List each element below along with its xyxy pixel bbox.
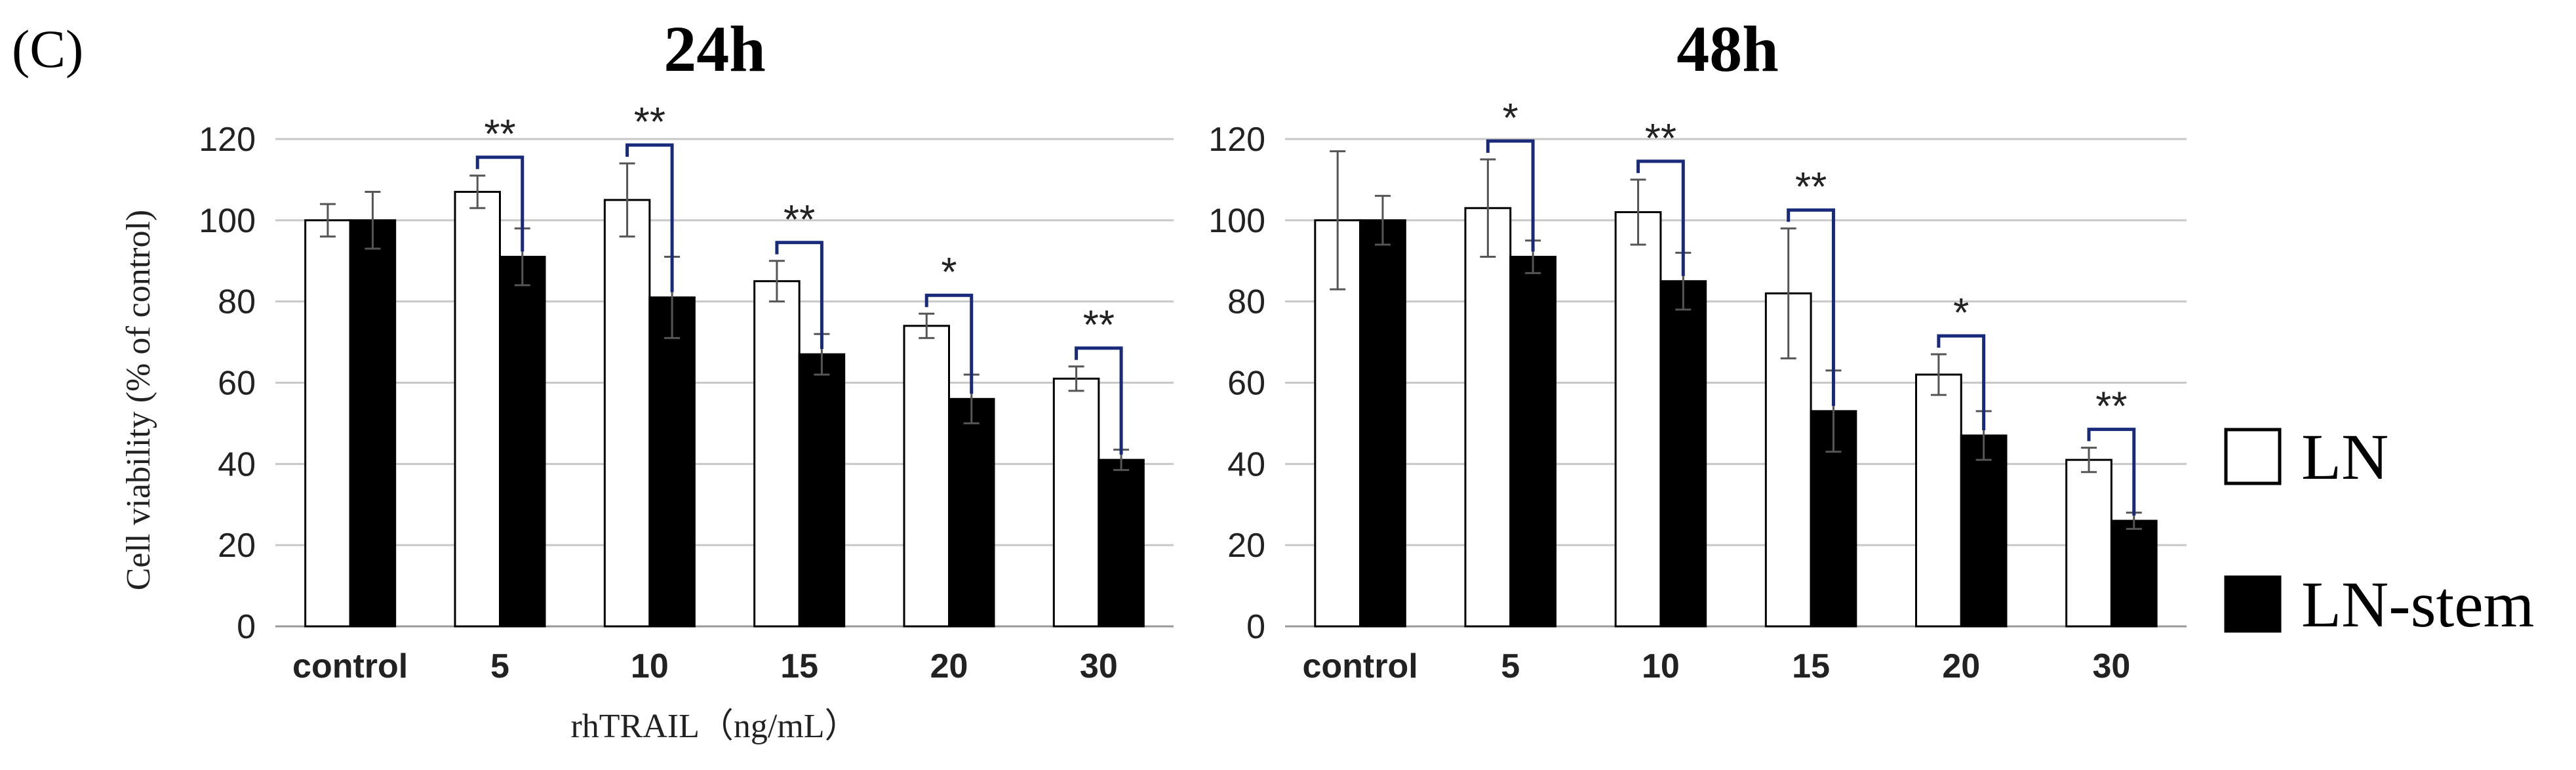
legend-label-ln-stem: LN-stem xyxy=(2301,568,2534,641)
x-tick-label: 30 xyxy=(1080,647,1118,685)
chart-24h: 24h 0 20 40 60 80 100 120 control 5 ** 10 ** 15 ** 20 * 3… xyxy=(199,12,1174,685)
panel-label: (C) xyxy=(12,19,83,79)
chart-title: 24h xyxy=(664,12,766,85)
error-bar-ln-stem xyxy=(365,190,381,250)
x-tick-label: 10 xyxy=(631,647,669,685)
significance-bracket xyxy=(1075,346,1123,455)
significance-bracket xyxy=(475,155,525,252)
bar-ln-stem xyxy=(2110,519,2158,628)
bar-ln-stem xyxy=(1509,256,1556,628)
significance-bracket xyxy=(1787,208,1835,406)
x-tick-label: 10 xyxy=(1642,647,1680,685)
error-bar-ln xyxy=(469,174,486,209)
bar-ln xyxy=(2065,458,2112,628)
error-bar-ln xyxy=(1780,227,1796,359)
x-tick-label: control xyxy=(292,647,408,685)
bar-ln xyxy=(1464,207,1512,628)
significance-marker: ** xyxy=(484,112,515,157)
significance-bracket xyxy=(2087,428,2136,516)
x-tick-label: 15 xyxy=(780,647,818,685)
y-tick-label: 40 xyxy=(218,445,256,483)
significance-bracket xyxy=(1636,159,1685,276)
legend-swatch-ln xyxy=(2224,428,2282,485)
bar-ln xyxy=(454,190,501,628)
significance-marker: ** xyxy=(783,197,815,243)
y-tick-label: 40 xyxy=(1227,445,1265,483)
bar-ln-stem xyxy=(1098,458,1145,628)
error-bar-ln xyxy=(619,162,635,238)
y-tick-label: 100 xyxy=(199,202,256,240)
bar-ln-stem xyxy=(948,397,995,628)
bar-ln-stem xyxy=(499,256,546,628)
y-tick-label: 0 xyxy=(1246,608,1265,646)
bar-ln xyxy=(1614,211,1662,628)
error-bar-ln xyxy=(1630,178,1646,246)
legend-swatch-ln-stem xyxy=(2224,575,2282,633)
error-bar-ln xyxy=(1068,365,1084,392)
y-tick-label: 120 xyxy=(199,121,256,159)
bar-ln-stem xyxy=(349,219,397,628)
significance-marker: ** xyxy=(1795,165,1827,210)
bar-ln xyxy=(603,199,651,628)
significance-marker: ** xyxy=(1645,116,1676,161)
y-tick-label: 0 xyxy=(237,608,256,646)
x-tick-label: 5 xyxy=(1501,647,1520,685)
legend: LN LN-stem xyxy=(2224,420,2534,641)
error-bar-ln xyxy=(1330,150,1346,291)
error-bar-ln xyxy=(1930,353,1947,396)
bar-ln-stem xyxy=(1659,280,1707,628)
x-tick-label: 20 xyxy=(930,647,968,685)
x-tick-label: 20 xyxy=(1942,647,1980,685)
significance-marker: ** xyxy=(1083,303,1115,348)
bar-ln xyxy=(1915,373,1962,628)
significance-bracket xyxy=(924,293,974,394)
y-tick-label: 80 xyxy=(218,283,256,321)
y-tick-label: 100 xyxy=(1208,202,1265,240)
x-axis-label: rhTRAIL（ng/mL） xyxy=(570,708,858,745)
bar-ln-stem xyxy=(798,353,846,628)
chart-48h: 48h 0 20 40 60 80 100 120 control 5 * 10 ** 15 ** 20 * 30… xyxy=(1208,12,2187,685)
significance-marker: * xyxy=(1953,291,1969,336)
significance-marker: ** xyxy=(634,100,665,145)
error-bar-ln-stem xyxy=(1374,195,1391,246)
x-tick-label: control xyxy=(1302,647,1417,685)
legend-label-ln: LN xyxy=(2301,420,2388,493)
bar-ln xyxy=(304,219,351,628)
y-tick-label: 20 xyxy=(218,527,256,565)
x-tick-label: 30 xyxy=(2092,647,2130,685)
bar-ln xyxy=(903,325,950,628)
bar-ln xyxy=(753,280,801,628)
y-tick-label: 120 xyxy=(1208,121,1265,159)
y-axis-label: Cell viability (% of control) xyxy=(120,210,157,591)
significance-marker: * xyxy=(1503,96,1518,141)
x-tick-label: 5 xyxy=(490,647,509,685)
chart-title: 48h xyxy=(1676,12,1779,85)
significance-marker: * xyxy=(941,250,957,295)
significance-bracket xyxy=(625,143,674,293)
bar-ln xyxy=(1052,377,1100,628)
error-bar-ln xyxy=(1480,158,1496,258)
error-bar-ln xyxy=(768,260,785,303)
error-bar-ln xyxy=(2081,447,2097,474)
error-bar-ln xyxy=(919,312,935,339)
bar-ln-stem xyxy=(1960,434,2008,628)
significance-bracket xyxy=(1937,334,1986,430)
y-tick-label: 60 xyxy=(218,365,256,403)
bar-ln-stem xyxy=(648,296,696,628)
significance-bracket xyxy=(1486,139,1535,252)
y-tick-label: 20 xyxy=(1227,527,1265,565)
significance-marker: ** xyxy=(2095,384,2127,430)
significance-bracket xyxy=(775,241,823,350)
bar-ln-stem xyxy=(1359,219,1406,628)
y-tick-label: 60 xyxy=(1227,365,1265,403)
y-tick-label: 80 xyxy=(1227,283,1265,321)
error-bar-ln xyxy=(319,203,336,238)
x-tick-label: 15 xyxy=(1792,647,1830,685)
